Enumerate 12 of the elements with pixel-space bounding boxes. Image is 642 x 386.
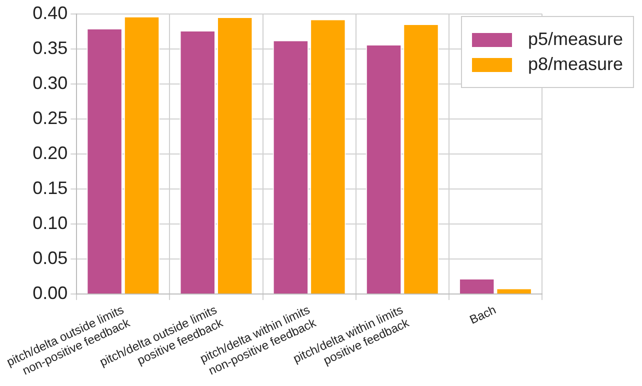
y-tick-label: 0.20: [32, 142, 68, 163]
legend-label: p8/measure: [528, 54, 623, 75]
y-tick-label: 0.35: [32, 38, 68, 58]
y-tick-label: 0.40: [32, 2, 68, 23]
legend-label: p5/measure: [528, 29, 623, 50]
y-tick-label: 0.15: [32, 178, 68, 198]
y-tick-label: 0.30: [32, 72, 68, 93]
y-tick-label: 0.00: [32, 283, 68, 304]
y-tick-label: 0.10: [32, 212, 68, 233]
x-tick-label: Bach: [467, 302, 498, 327]
y-tick-label: 0.25: [32, 108, 68, 128]
y-tick-label: 0.05: [32, 248, 68, 268]
